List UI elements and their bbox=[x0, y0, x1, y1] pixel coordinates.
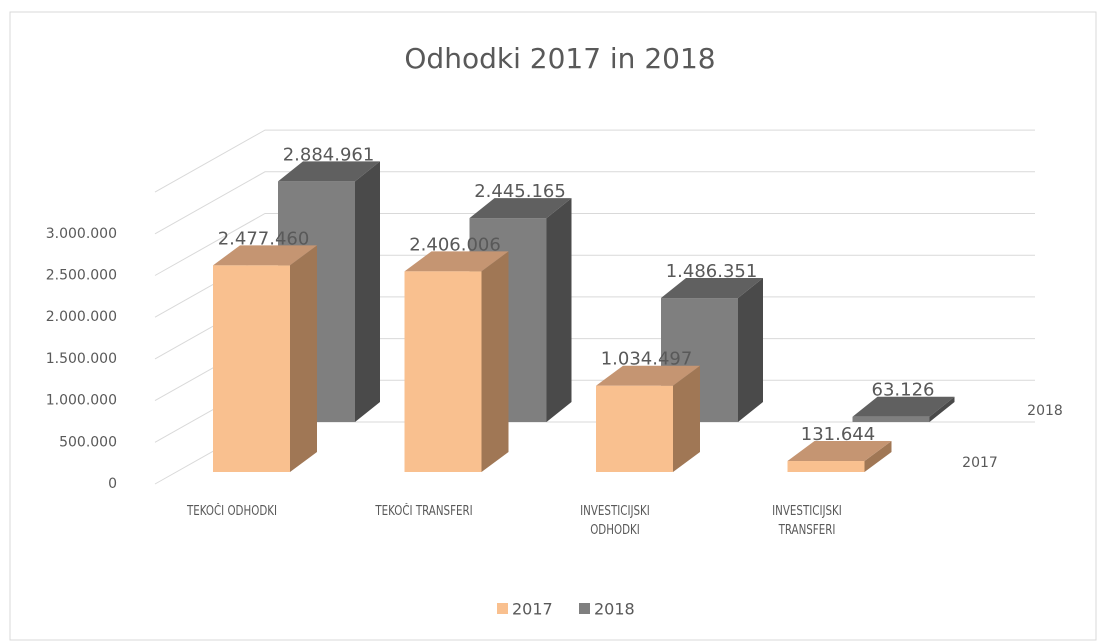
y-tick-label: 3.000.000 bbox=[46, 226, 117, 242]
y-tick-label: 1.000.000 bbox=[46, 393, 117, 409]
value-label: 2.477.460 bbox=[218, 228, 310, 249]
bar-top bbox=[852, 396, 955, 417]
bar-side bbox=[546, 198, 572, 422]
x-tick-label: INVESTICIJSKI TRANSFERI bbox=[771, 504, 842, 538]
legend-label: 2018 bbox=[594, 600, 635, 619]
legend-swatch bbox=[497, 603, 508, 614]
bar bbox=[213, 265, 290, 472]
bar-side bbox=[864, 441, 892, 472]
grid-line bbox=[154, 213, 1035, 276]
y-tick-label: 0 bbox=[108, 476, 117, 492]
value-label: 2.884.961 bbox=[283, 144, 375, 165]
grid-line bbox=[154, 171, 1035, 235]
depth-label: 2017 bbox=[962, 455, 998, 471]
wall-edge bbox=[154, 129, 1035, 193]
bar-top bbox=[596, 365, 700, 386]
value-label: 131.644 bbox=[801, 424, 875, 445]
depth-label: 2018 bbox=[1027, 403, 1063, 419]
y-tick-label: 500.000 bbox=[59, 434, 117, 450]
x-tick-label: INVESTICIJSKI ODHODKI bbox=[580, 504, 650, 538]
bar-top bbox=[469, 198, 572, 219]
bar-side bbox=[290, 245, 317, 472]
value-label: 1.486.351 bbox=[666, 261, 758, 282]
bar-top bbox=[213, 245, 317, 266]
chart-border bbox=[9, 11, 1097, 641]
bar-top bbox=[787, 441, 892, 462]
legend-label: 2017 bbox=[512, 600, 553, 619]
y-tick-label: 2.000.000 bbox=[46, 309, 117, 325]
bar-side bbox=[738, 278, 763, 422]
y-tick-label: 2.500.000 bbox=[46, 268, 117, 284]
bar-side bbox=[673, 365, 700, 472]
bar-top bbox=[404, 251, 509, 272]
x-tick-label: TEKOČI TRANSFERI bbox=[374, 504, 473, 519]
value-label: 1.034.497 bbox=[601, 349, 693, 370]
bar-side bbox=[929, 396, 955, 422]
bar bbox=[787, 461, 865, 472]
bar-top bbox=[278, 161, 380, 182]
value-label: 2.406.006 bbox=[409, 234, 501, 255]
bar bbox=[404, 271, 482, 472]
bar-top bbox=[661, 278, 763, 299]
value-label: 63.126 bbox=[872, 380, 935, 401]
bar-side bbox=[355, 161, 380, 422]
bar-side bbox=[481, 251, 509, 472]
bar bbox=[852, 416, 930, 422]
chart-title: Odhodki 2017 in 2018 bbox=[404, 42, 715, 75]
x-tick-label: TEKOČI ODHODKI bbox=[186, 504, 278, 519]
legend-swatch bbox=[579, 603, 590, 614]
value-label: 2.445.165 bbox=[474, 181, 566, 202]
y-tick-label: 1.500.000 bbox=[46, 351, 117, 367]
bar bbox=[596, 385, 673, 472]
